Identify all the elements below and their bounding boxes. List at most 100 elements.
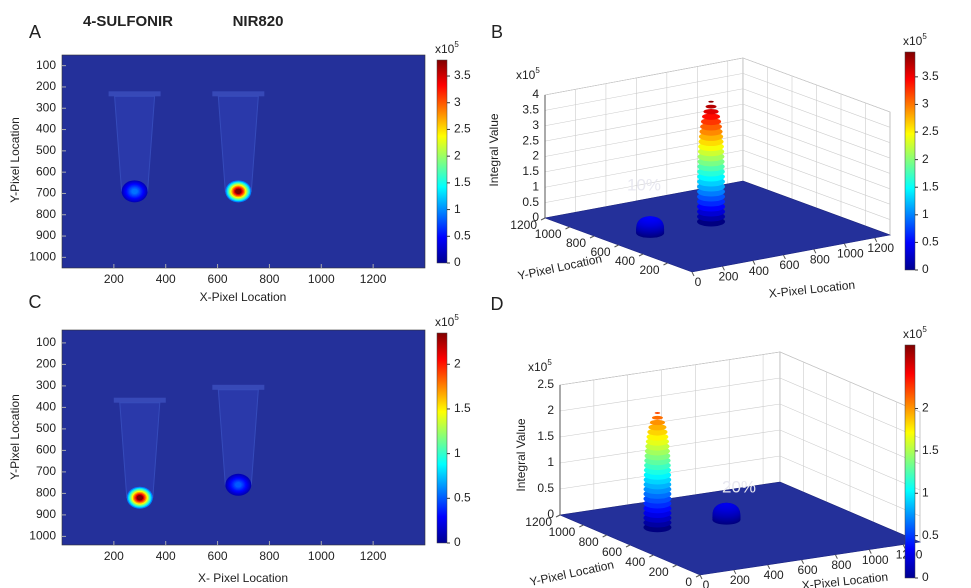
colorbar-label: x105: [903, 325, 927, 341]
z-tick-label: 0.5: [537, 481, 554, 495]
colorbar-tick-label: 3.5: [922, 69, 939, 83]
colorbar-tick-label: 1: [922, 207, 929, 221]
y-tick-label: 600: [590, 245, 610, 259]
panel-label: D: [491, 294, 504, 314]
y-tick-label: 300: [36, 378, 56, 392]
x-tick: [834, 554, 838, 559]
z-multiplier: x105: [528, 358, 552, 374]
colorbar-label-base: x10: [903, 34, 923, 48]
x-tick: [752, 260, 756, 265]
x-tick-label: 0: [695, 275, 702, 289]
surface-peak: [697, 100, 726, 227]
y-tick-label: 1000: [29, 529, 56, 543]
x-tick: [767, 564, 771, 570]
colorbar-tick-label: 1: [454, 202, 461, 216]
colorbar-tick-label: 1: [454, 446, 461, 460]
x-tick-label: 800: [810, 252, 830, 266]
colorbar-label-base: x10: [435, 315, 455, 329]
z-tick-label: 2.5: [537, 377, 554, 391]
grid-line: [559, 455, 921, 517]
y-tick-label: 200: [639, 263, 659, 277]
grid-line: [544, 57, 891, 113]
x-tick: [801, 559, 804, 564]
x-tick: [699, 574, 703, 580]
surface-slice: [647, 428, 668, 436]
tube-cap: [108, 91, 161, 97]
y-axis-label: Y-Pixel Location: [516, 251, 603, 282]
surface-slice: [649, 419, 666, 426]
hot-spot: [121, 180, 148, 203]
x-tick: [813, 249, 817, 254]
surface-slice: [723, 503, 730, 506]
colorbar: [904, 51, 916, 271]
z-multiplier-exponent: 5: [547, 358, 552, 367]
surface-slice: [705, 104, 717, 109]
z-multiplier-base: x10: [528, 360, 548, 374]
y-tick: [614, 244, 619, 248]
surface-slice: [654, 412, 661, 414]
y-tick-label: 300: [36, 100, 56, 114]
z-tick-label: 3.5: [522, 103, 539, 117]
x-tick-label: 1200: [360, 272, 387, 286]
y-tick-label: 400: [36, 400, 56, 414]
x-axis-label: X- Pixel Location: [198, 571, 288, 585]
x-tick-label: 1000: [308, 272, 335, 286]
z-tick-label: 2: [532, 149, 539, 163]
surface-slice: [651, 415, 663, 420]
z-tick-label: 0: [547, 507, 554, 521]
x-tick-label: 400: [764, 568, 784, 582]
x-tick: [691, 271, 695, 277]
y-tick-label: 1200: [510, 218, 537, 232]
z-axis-label: Integral Value: [487, 113, 501, 186]
y-tick-label: 900: [36, 228, 56, 242]
colorbar-tick-label: 0: [454, 255, 461, 269]
y-tick-label: 400: [615, 254, 635, 268]
y-tick: [579, 524, 584, 528]
colorbar-tick-label: 1.5: [454, 401, 471, 415]
z-axis-label: Integral Value: [514, 418, 528, 491]
x-tick-label: 600: [779, 258, 799, 272]
x-tick-label: 200: [104, 272, 124, 286]
grid-line: [544, 149, 891, 205]
y-tick: [649, 554, 654, 558]
colorbar: [904, 344, 916, 579]
colorbar-tick-label: 3: [454, 95, 461, 109]
grid-line: [544, 119, 891, 174]
x-tick: [722, 266, 725, 271]
z-tick-label: 0.5: [522, 195, 539, 209]
y-tick: [672, 564, 677, 568]
colorbar-label-exponent: 5: [922, 32, 927, 41]
grid-line: [559, 429, 921, 491]
y-tick: [589, 235, 595, 239]
z-tick-label: 1.5: [537, 429, 554, 443]
hot-spot-level: [235, 482, 242, 488]
x-tick-label: 400: [749, 264, 769, 278]
y-tick: [695, 574, 701, 578]
hot-spot-level: [131, 188, 138, 195]
colorbar-tick-label: 0: [922, 262, 929, 276]
z-tick-label: 0: [532, 210, 539, 224]
x-tick-label: 1000: [837, 247, 864, 261]
y-tick: [625, 544, 631, 548]
x-tick-label: 400: [156, 549, 176, 563]
x-tick: [843, 243, 847, 248]
tube-cap: [212, 91, 265, 97]
colorbar-label: x105: [903, 32, 927, 48]
surface-slice: [648, 424, 667, 431]
y-axis-label: Y-Pixel Location: [8, 117, 22, 203]
sample-label: NIR820: [233, 13, 284, 30]
x-tick: [782, 254, 786, 260]
colorbar-tick-label: 1: [922, 485, 929, 499]
colorbar-label-base: x10: [435, 42, 455, 56]
panel-label: A: [29, 22, 41, 42]
hot-spot: [126, 486, 153, 509]
colorbar-tick-label: 0.5: [922, 528, 939, 542]
surface-peak: [636, 216, 665, 238]
z-tick-label: 3: [532, 118, 539, 132]
x-tick-label: 400: [156, 272, 176, 286]
x-tick-label: 800: [831, 558, 851, 572]
x-tick-label: 1000: [308, 549, 335, 563]
colorbar-tick-label: 2: [454, 356, 461, 370]
y-tick-label: 600: [36, 443, 56, 457]
